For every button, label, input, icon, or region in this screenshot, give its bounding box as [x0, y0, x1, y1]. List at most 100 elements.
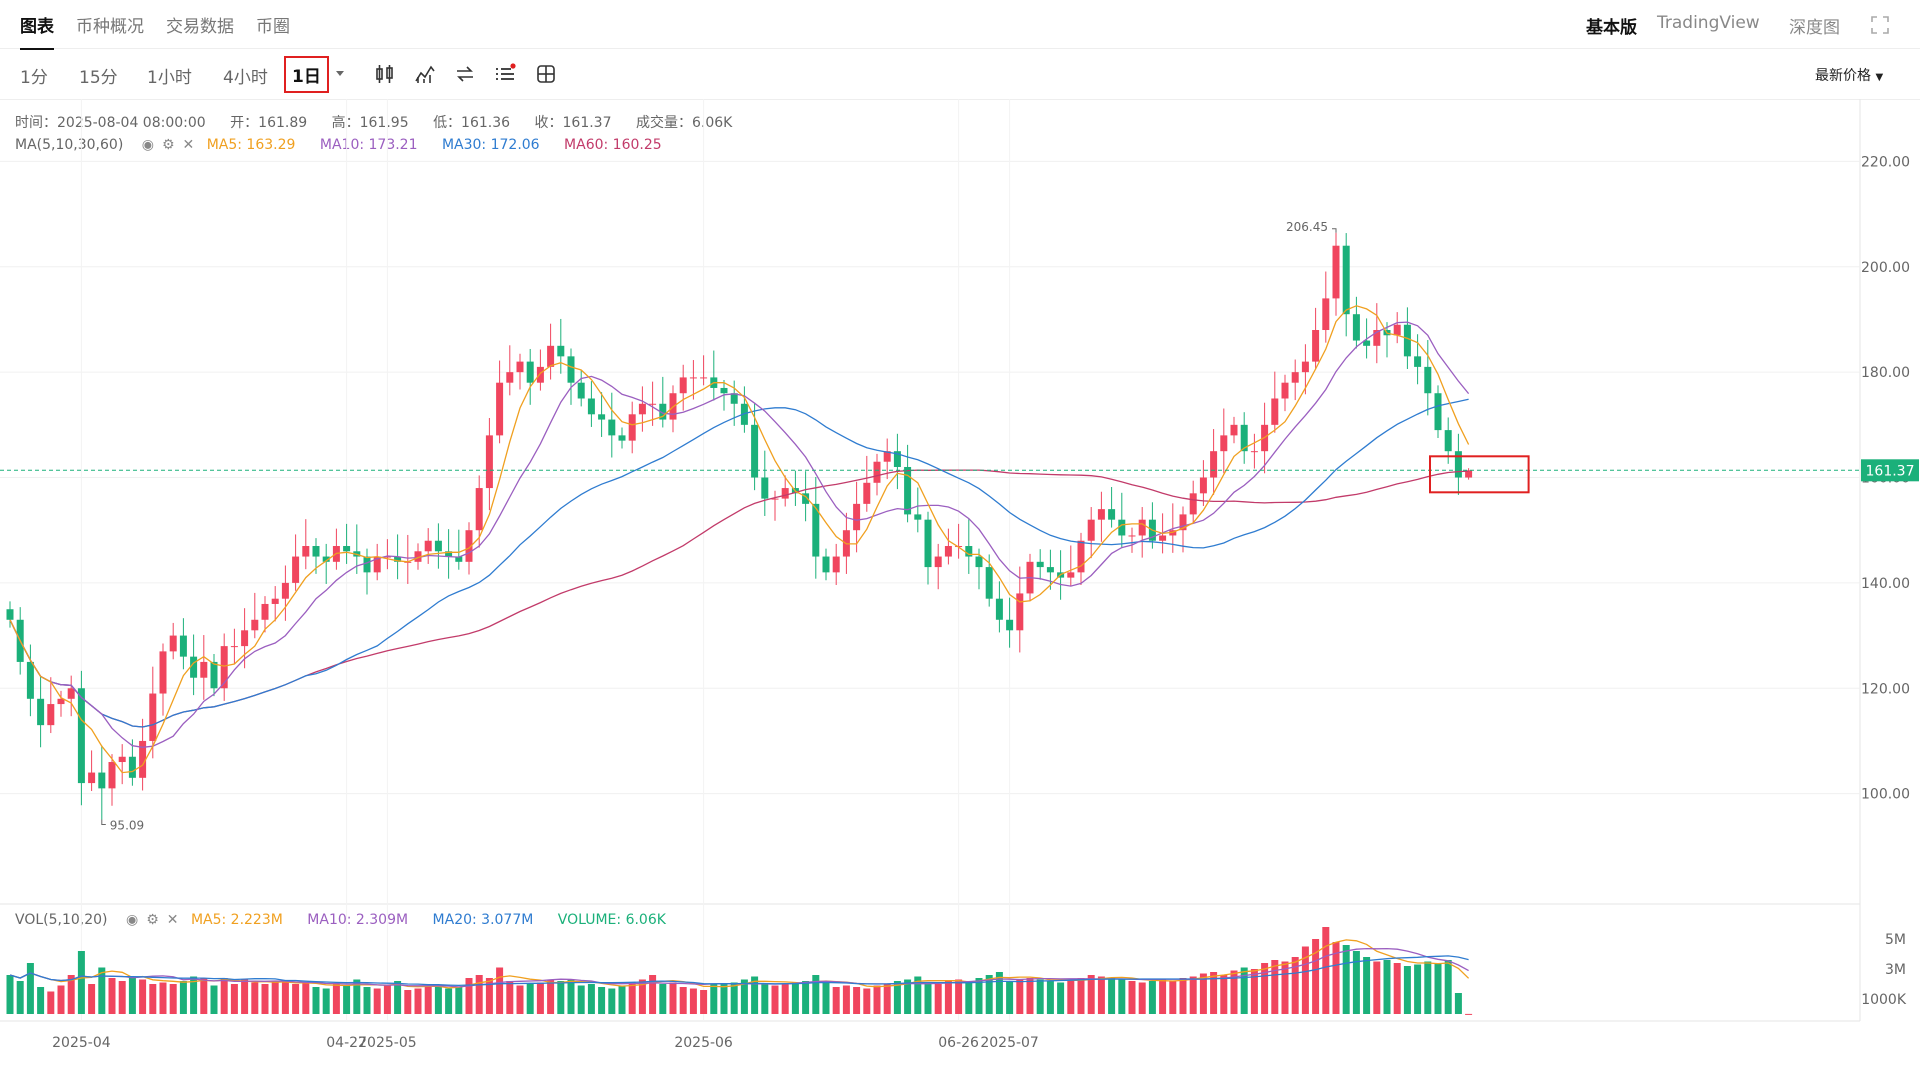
candle-body	[914, 514, 922, 520]
fullscreen-icon[interactable]	[1870, 15, 1890, 35]
candle-body	[1424, 366, 1432, 394]
candle-body	[1363, 340, 1371, 346]
tab-coin-overview[interactable]: 币种概况	[76, 17, 144, 37]
highlight-box	[1429, 455, 1530, 494]
candle-body	[598, 414, 606, 420]
candle-body	[934, 556, 942, 568]
interval-1d[interactable]: 1日	[284, 56, 329, 93]
eye-icon[interactable]: ◉	[125, 912, 139, 928]
last-price-tag	[1861, 459, 1919, 482]
ohlc-high: 高：161.95	[331, 115, 409, 131]
volume-bar	[108, 978, 116, 1014]
close-icon[interactable]: ✕	[182, 137, 195, 153]
volume-bar	[1046, 981, 1054, 1014]
volume-bar	[1291, 957, 1299, 1014]
interval-15m[interactable]: 15分	[79, 68, 118, 88]
candle-type-icon[interactable]	[374, 63, 396, 85]
candle-body	[292, 556, 300, 583]
volume-bar	[761, 984, 769, 1014]
volume-bar	[1108, 978, 1116, 1014]
settings-list-icon[interactable]	[494, 63, 516, 85]
volume-bar	[1240, 967, 1248, 1014]
candle-body	[1322, 298, 1330, 331]
volume-bar	[536, 982, 544, 1014]
tab-coin-circle[interactable]: 币圈	[256, 17, 290, 37]
volume-bar	[1138, 982, 1146, 1014]
interval-dropdown-icon[interactable]	[335, 70, 345, 78]
tab-trading-data[interactable]: 交易数据	[166, 17, 234, 37]
candle-body	[1465, 470, 1473, 478]
settings-icon[interactable]: ⚙	[146, 912, 159, 928]
interval-4h[interactable]: 4小时	[223, 68, 268, 88]
volume-bar	[445, 988, 453, 1014]
ma30-value: MA30: 172.06	[441, 137, 540, 153]
low-marker-arrow	[101, 819, 106, 825]
candle-body	[424, 540, 432, 552]
eye-icon[interactable]: ◉	[141, 137, 154, 153]
settings-icon[interactable]: ⚙	[161, 137, 175, 153]
indicator-icon[interactable]	[414, 63, 436, 85]
volume-bar	[1342, 945, 1350, 1014]
vol-ma20-value: MA20: 3.077M	[432, 912, 534, 928]
candle-body	[853, 503, 861, 531]
layout-icon[interactable]	[535, 63, 557, 85]
candle-body	[37, 698, 45, 726]
time-tick-label: 06-26	[938, 1035, 979, 1051]
candle-body	[465, 530, 473, 562]
close-icon[interactable]: ✕	[166, 912, 179, 928]
volume-bar	[1414, 964, 1422, 1014]
swap-icon[interactable]	[454, 63, 476, 85]
candle-body	[1281, 382, 1289, 399]
basic-view-button[interactable]: 基本版	[1586, 18, 1637, 38]
ma10-value: MA10: 173.21	[319, 137, 418, 153]
candle-body	[1118, 519, 1126, 536]
depth-chart-button[interactable]: 深度图	[1789, 18, 1840, 38]
candle-body	[261, 603, 269, 620]
tradingview-button[interactable]: TradingView	[1657, 13, 1760, 33]
candle-body	[720, 387, 728, 394]
candle-body	[567, 356, 575, 383]
volume-bar	[128, 976, 136, 1014]
time-tick-label: 2025-05	[358, 1035, 417, 1051]
candlestick-chart[interactable]: 100.00120.00140.00160.00180.00200.00220.…	[0, 99, 1920, 1080]
candle-body	[485, 435, 493, 489]
volume-bar	[883, 984, 891, 1014]
volume-bar	[98, 967, 106, 1014]
candle-body	[822, 556, 830, 573]
candle-body	[679, 377, 687, 394]
time-tick-label: 2025-04	[52, 1035, 111, 1051]
candle-body	[1291, 372, 1299, 383]
volume-bar	[26, 963, 34, 1014]
volume-bar	[210, 985, 218, 1014]
volume-bar	[1373, 961, 1381, 1014]
volume-bar	[751, 976, 759, 1014]
volume-bar	[118, 981, 126, 1014]
candle-body	[190, 656, 198, 678]
volume-bar	[567, 979, 575, 1014]
volume-bar	[628, 982, 636, 1014]
volume-bar	[1016, 979, 1024, 1014]
candle-body	[496, 382, 504, 436]
interval-1h[interactable]: 1小时	[147, 68, 192, 88]
interval-1m[interactable]: 1分	[20, 68, 48, 88]
volume-bar	[271, 981, 279, 1014]
volume-bar	[924, 982, 932, 1014]
candle-body	[1393, 324, 1401, 336]
candle-body	[1046, 567, 1054, 573]
candle-body	[128, 756, 136, 778]
volume-bar	[241, 979, 249, 1014]
tab-chart[interactable]: 图表	[20, 12, 54, 50]
volume-bar	[710, 984, 718, 1014]
volume-bar	[1128, 981, 1136, 1014]
price-type-dropdown[interactable]: 最新价格 ▼	[1815, 65, 1883, 85]
volume-bar	[6, 975, 14, 1014]
volume-bar	[88, 984, 96, 1014]
volume-bar	[771, 985, 779, 1014]
candle-body	[802, 493, 810, 504]
candle-body	[394, 556, 402, 562]
candle-body	[577, 382, 585, 399]
volume-bar	[1220, 975, 1228, 1014]
volume-bar	[802, 981, 810, 1014]
top-nav: 图表 币种概况 交易数据 币圈 基本版 TradingView 深度图	[0, 0, 1920, 50]
candle-body	[965, 546, 973, 557]
